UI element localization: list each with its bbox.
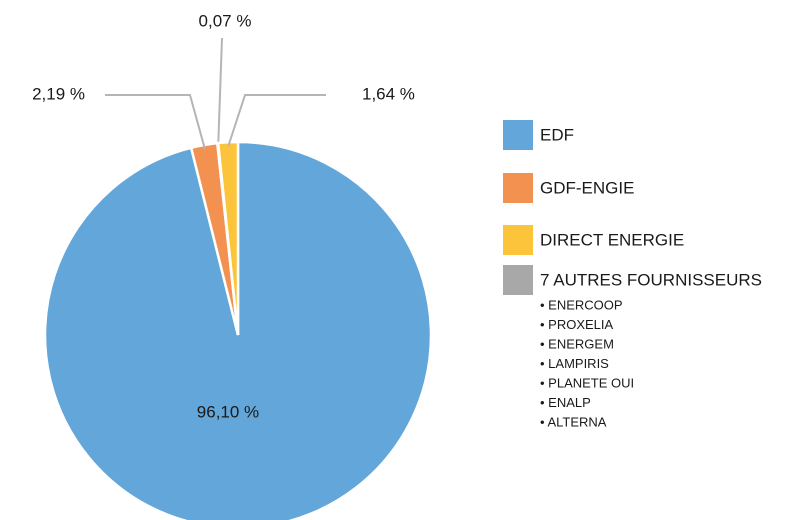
- leader-line: [217, 37, 223, 148]
- legend-swatch: [503, 265, 533, 295]
- legend-label: DIRECT ENERGIE: [540, 230, 684, 249]
- pie-slice: [216, 140, 240, 336]
- legend-swatch: [503, 120, 533, 150]
- data-label: 2,19 %: [32, 84, 85, 103]
- legend-swatch: [503, 225, 533, 255]
- legend-sublabel: • LAMPIRIS: [540, 356, 609, 371]
- legend-sublabel: • PROXELIA: [540, 317, 614, 332]
- legend-sublabel: • ENALP: [540, 395, 591, 410]
- legend-sublabel: • ENERGEM: [540, 336, 614, 351]
- legend-label: EDF: [540, 125, 574, 144]
- legend-sublabel: • ALTERNA: [540, 414, 607, 429]
- legend-sublabel: • PLANETE OUI: [540, 375, 634, 390]
- legend-sublabel: • ENERCOOP: [540, 297, 623, 312]
- data-label: 96,10 %: [197, 402, 259, 421]
- data-label: 0,07 %: [199, 11, 252, 30]
- legend-label: 7 AUTRES FOURNISSEURS: [540, 270, 762, 289]
- data-label: 1,64 %: [362, 84, 415, 103]
- legend-label: GDF-ENGIE: [540, 178, 634, 197]
- leader-line: [105, 94, 206, 150]
- legend-swatch: [503, 173, 533, 203]
- leader-line: [227, 94, 326, 147]
- pie-slice: [43, 140, 433, 520]
